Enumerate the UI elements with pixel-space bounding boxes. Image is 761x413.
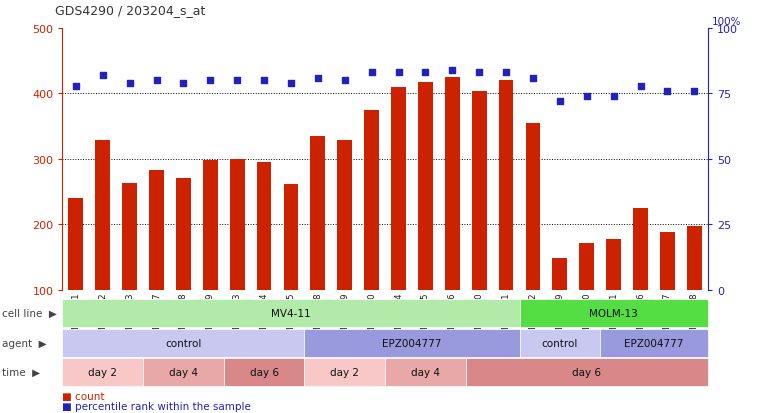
Bar [418,83,433,290]
Point [581,93,593,100]
Text: EPZ004777: EPZ004777 [624,338,683,348]
Text: cell line  ▶: cell line ▶ [2,309,56,318]
Point [661,88,673,95]
Text: day 4: day 4 [411,367,440,377]
Bar [660,233,675,290]
Point [393,70,405,76]
Point [607,93,619,100]
Point [527,75,539,82]
Point [500,70,512,76]
Point [365,70,377,76]
Point [151,78,163,84]
Bar [337,141,352,290]
Bar [310,137,325,290]
Point [123,81,135,87]
Bar [365,110,379,290]
Point [312,75,324,82]
Bar [176,179,191,290]
Text: MOLM-13: MOLM-13 [589,309,638,318]
Point [97,73,109,79]
Point [204,78,216,84]
Bar [391,88,406,290]
Text: control: control [165,338,202,348]
Bar [230,159,244,290]
Bar [472,92,486,290]
Point [473,70,486,76]
Bar [633,208,648,290]
Bar [445,78,460,290]
Point [688,88,700,95]
Bar [256,163,272,290]
Text: time  ▶: time ▶ [2,367,40,377]
Bar [149,171,164,290]
Point [258,78,270,84]
Text: ■ percentile rank within the sample: ■ percentile rank within the sample [62,401,251,411]
Point [70,83,82,90]
Bar [498,81,514,290]
Text: MV4-11: MV4-11 [271,309,310,318]
Point [554,99,566,105]
Text: day 4: day 4 [169,367,198,377]
Bar [687,227,702,290]
Bar [68,199,83,290]
Text: day 2: day 2 [330,367,359,377]
Point [419,70,431,76]
Point [177,81,189,87]
Point [635,83,647,90]
Bar [284,184,298,290]
Point [231,78,244,84]
Bar [607,239,621,290]
Text: EPZ004777: EPZ004777 [382,338,441,348]
Bar [203,161,218,290]
Text: ■ count: ■ count [62,392,105,401]
Point [339,78,351,84]
Text: GDS4290 / 203204_s_at: GDS4290 / 203204_s_at [55,4,205,17]
Text: day 6: day 6 [250,367,279,377]
Bar [579,243,594,290]
Text: day 2: day 2 [88,367,117,377]
Bar [123,183,137,290]
Bar [552,259,567,290]
Text: day 6: day 6 [572,367,601,377]
Point [285,81,297,87]
Text: 100%: 100% [712,17,741,27]
Bar [95,141,110,290]
Text: control: control [542,338,578,348]
Point [446,67,458,74]
Text: agent  ▶: agent ▶ [2,338,46,348]
Bar [526,123,540,290]
